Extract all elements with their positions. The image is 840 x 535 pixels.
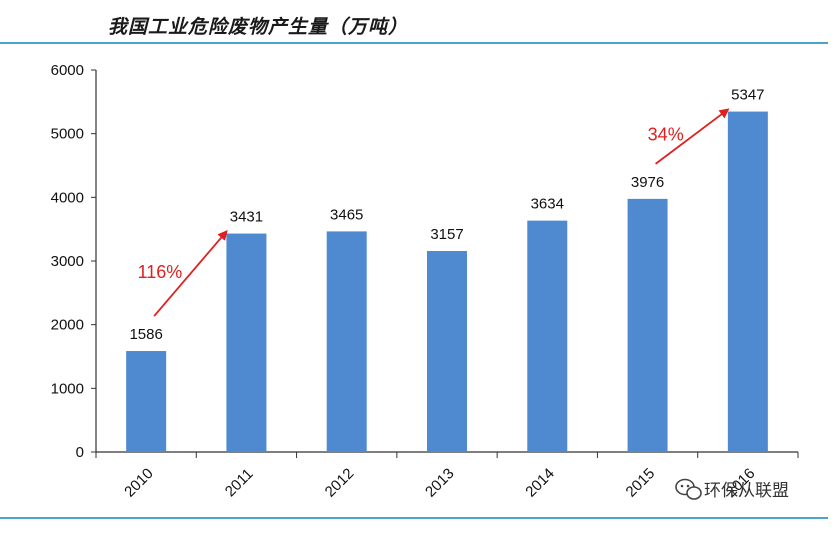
x-tick-label: 2015	[623, 465, 659, 501]
watermark-text: 环保从联盟	[704, 481, 789, 501]
data-label: 3431	[230, 209, 263, 226]
growth-label: 116%	[138, 262, 183, 282]
x-tick-label: 2013	[422, 465, 458, 501]
data-labels: 1586 3431 3465 3157 3634 3976 5347	[129, 87, 764, 343]
data-label: 3465	[330, 206, 363, 223]
data-label: 3634	[531, 196, 564, 213]
growth-arrow	[655, 108, 730, 165]
bar	[226, 233, 267, 452]
data-label: 3157	[430, 226, 463, 243]
y-tick-label: 2000	[51, 317, 84, 334]
y-tick-label: 3000	[51, 253, 84, 270]
chart-title: 我国工业危险废物产生量（万吨）	[108, 16, 409, 38]
x-tick-label: 2014	[522, 465, 558, 501]
top-divider	[0, 42, 828, 44]
x-tick-label: 2012	[322, 465, 358, 501]
bars	[126, 111, 768, 452]
data-label: 1586	[129, 326, 162, 343]
bar	[627, 198, 668, 452]
data-label: 3976	[631, 174, 664, 191]
growth-arrow	[153, 230, 228, 317]
bar	[326, 231, 367, 452]
y-tick-label: 4000	[51, 189, 84, 206]
bottom-divider	[0, 517, 828, 519]
bar	[727, 111, 768, 452]
x-tick-label: 2011	[222, 465, 257, 500]
y-tick-label: 0	[76, 444, 84, 461]
y-tick-label: 5000	[51, 126, 84, 143]
watermark: 环保从联盟	[675, 478, 789, 501]
growth-label: 34%	[648, 125, 684, 145]
x-tick-label: 2010	[121, 465, 157, 501]
bar	[126, 351, 167, 452]
y-tick-label: 6000	[51, 62, 84, 79]
bar	[527, 220, 568, 452]
wechat-icon	[675, 478, 702, 500]
growth-annotations: 116% 34%	[138, 108, 730, 317]
data-label: 5347	[731, 87, 764, 104]
bar	[427, 251, 467, 452]
y-tick-label: 1000	[51, 380, 84, 397]
